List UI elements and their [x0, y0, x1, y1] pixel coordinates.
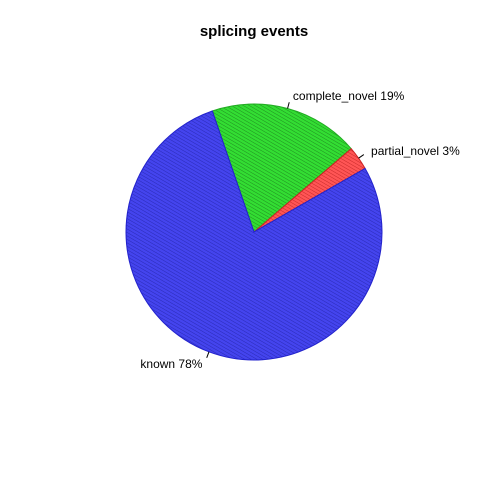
leader-line-known [206, 351, 210, 358]
pie-slices [125, 103, 383, 361]
slice-label-complete-novel: complete_novel 19% [293, 89, 405, 103]
pie-slice-complete-novel [211, 103, 352, 233]
leader-line-complete-novel [287, 102, 290, 109]
slice-label-partial-novel: partial_novel 3% [371, 144, 460, 158]
leader-line-partial-novel [358, 154, 365, 159]
pie-labels: complete_novel 19% partial_novel 3% known … [140, 89, 460, 371]
slice-label-known: known 78% [140, 357, 202, 371]
chart-title: splicing events [200, 23, 308, 40]
pie-slice-known [125, 110, 383, 361]
